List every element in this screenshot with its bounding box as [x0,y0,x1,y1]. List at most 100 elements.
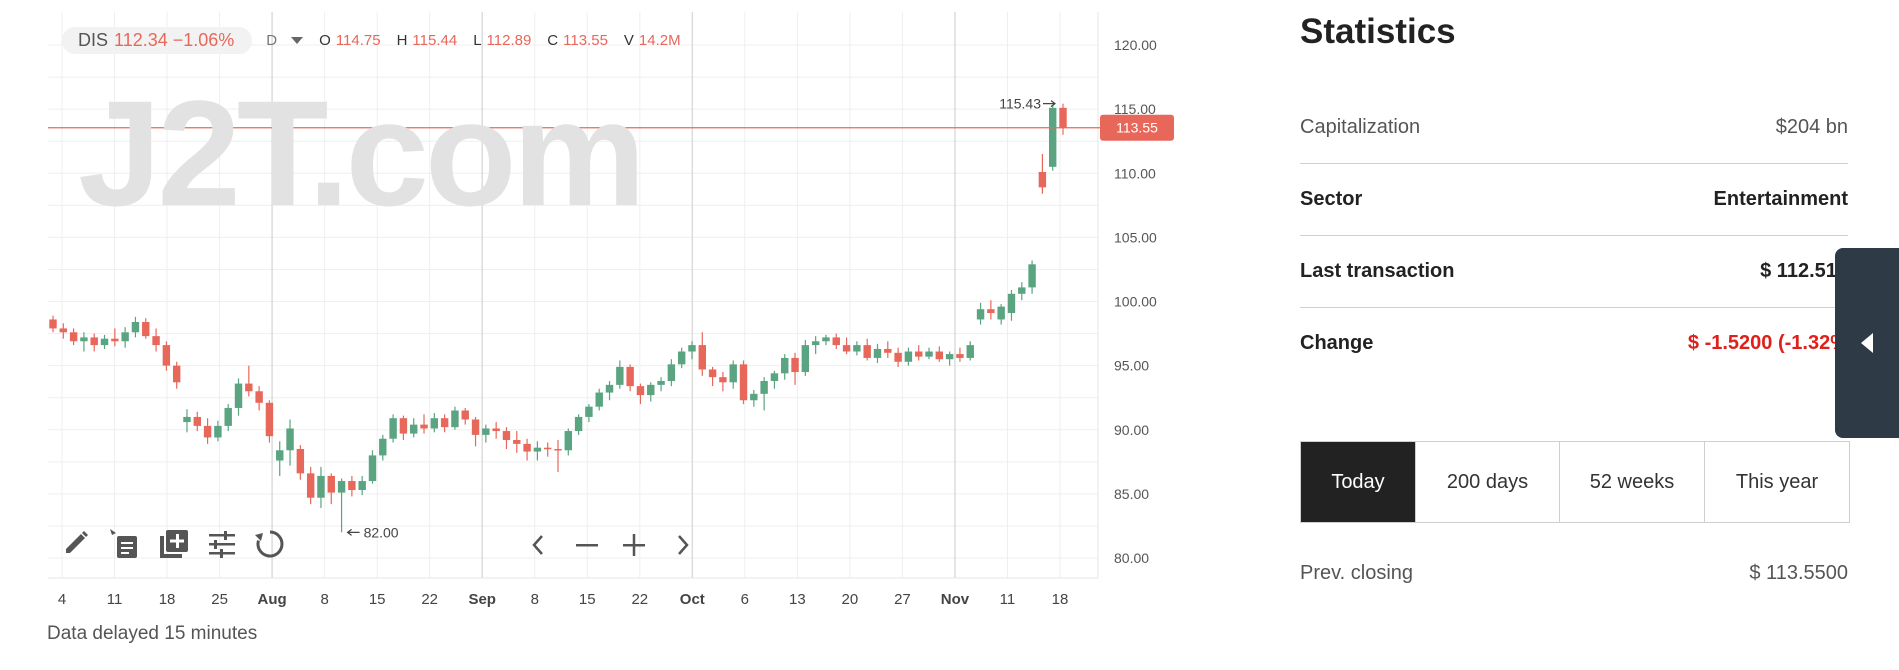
sliders-icon[interactable] [205,527,239,561]
candle-body [873,348,882,358]
x-tick-label: 8 [531,591,539,608]
zoom-out-icon[interactable] [570,528,604,562]
x-tick-label: 11 [1000,591,1016,608]
candle-body [956,354,964,358]
x-tick-label: 18 [1052,591,1069,608]
symbol-pill[interactable]: DIS 112.34 −1.06% [62,26,253,54]
reset-icon[interactable] [253,527,287,561]
interval-dropdown-icon[interactable] [291,36,304,44]
x-tick-label: Nov [941,591,970,608]
candle-body [719,377,727,383]
candle-body [276,450,284,461]
candle-body [69,332,78,342]
collapse-panel-button[interactable] [1835,248,1899,438]
candle-body [399,418,408,434]
volume-value: V 14.2M [623,31,681,49]
high-annotation-label: 115.43 [999,96,1041,112]
pencil-icon[interactable] [60,527,94,561]
candle-body [152,336,160,346]
prev-arrow-icon[interactable] [521,528,555,562]
symbol-price-change: 112.34 −1.06% [114,29,235,50]
candle-body [904,351,913,362]
candle-body [214,425,222,438]
candle-body [925,351,933,357]
ohlc-legend: DIS 112.34 −1.06% D O 114.75 H 115.44 L 112… [62,26,681,54]
open-value: O 114.75 [319,31,381,49]
candle-body [1048,107,1057,167]
candle-body [265,402,274,437]
candle-body [358,481,366,491]
x-tick-label: 22 [421,591,438,608]
candle-body [976,309,985,320]
tab-this-year[interactable]: This year [1705,442,1849,522]
y-tick-label: 85.00 [1114,486,1149,502]
add-layer-icon[interactable] [157,527,191,561]
x-tick-label: Sep [468,591,496,608]
candle-body [327,475,335,493]
candle-body [605,384,614,393]
high-annotation-arrow [1043,100,1056,108]
prev-closing-row: Prev. closing $ 113.5500 [1300,562,1848,585]
chart-canvas[interactable]: 4 11 18 25 Aug 8 15 22 Sep 8 15 22 Oct 6 13 20 27 Nov 11 18… [0,0,1200,670]
close-value: C 113.55 [547,31,608,49]
price-chart[interactable]: 4 11 18 25 Aug 8 15 22 Sep 8 15 22 Oct 6 13 20 27 Nov 11 18… [0,0,1200,670]
candle-body [781,357,789,374]
y-tick-label: 90.00 [1114,422,1149,438]
y-tick-label: 110.00 [1114,165,1156,181]
candle-body [492,428,500,432]
caret-left-icon [1861,333,1873,353]
candle-body [337,481,346,493]
candle-body [966,345,974,358]
x-tick-label: 20 [842,591,859,608]
x-tick-label: 15 [369,591,386,608]
candle-body [317,475,325,498]
y-tick-label: 95.00 [1114,358,1149,374]
next-arrow-icon[interactable] [666,528,700,562]
candle-body [1059,107,1067,128]
candle-body [770,373,779,382]
stat-label: Sector [1300,187,1363,210]
x-tick-label: 13 [789,591,806,608]
prev-closing-label: Prev. closing [1300,562,1414,584]
candle-body [647,384,655,396]
candle-body [884,348,892,353]
candle-body [1007,293,1016,314]
candle-body [688,345,696,352]
x-tick-label: 11 [107,591,123,608]
x-tick-label: 25 [211,591,228,608]
y-tick-label: 105.00 [1114,229,1157,245]
low-annotation-arrow [346,528,360,536]
tab-52-weeks[interactable]: 52 weeks [1560,442,1705,522]
candle-body [1028,264,1036,288]
candle-body [935,351,944,360]
candle-body [554,448,562,451]
stat-row-sector: Sector Entertainment [1300,163,1848,236]
current-price-badge [1100,114,1174,141]
candle-body [667,364,676,382]
stat-row-last-transaction: Last transaction $ 112.510 [1300,235,1848,308]
candle-body [987,309,995,314]
candle-body [842,345,851,352]
interval-label[interactable]: D [266,31,278,49]
stat-label: Change [1300,331,1374,354]
statistics-title: Statistics [1300,12,1456,51]
zoom-in-icon[interactable] [617,528,651,562]
candle-body [482,428,490,435]
candle-body [59,328,68,333]
candle-body [822,337,830,342]
candle-body [410,424,418,434]
note-icon[interactable] [107,527,141,561]
tab-today[interactable]: Today [1301,442,1416,522]
candle-body [420,424,428,429]
candle-body [430,418,439,429]
candle-body [636,386,645,396]
stat-row-change: Change $ -1.5200 (-1.32% [1300,307,1848,379]
candle-body [626,366,634,387]
candle-body [461,410,469,420]
candle-body [451,410,459,428]
candle-body [533,447,542,452]
candle-body [90,337,98,346]
tab-200-days[interactable]: 200 days [1416,442,1560,522]
candle-body [811,341,820,346]
candle-body [471,419,480,435]
